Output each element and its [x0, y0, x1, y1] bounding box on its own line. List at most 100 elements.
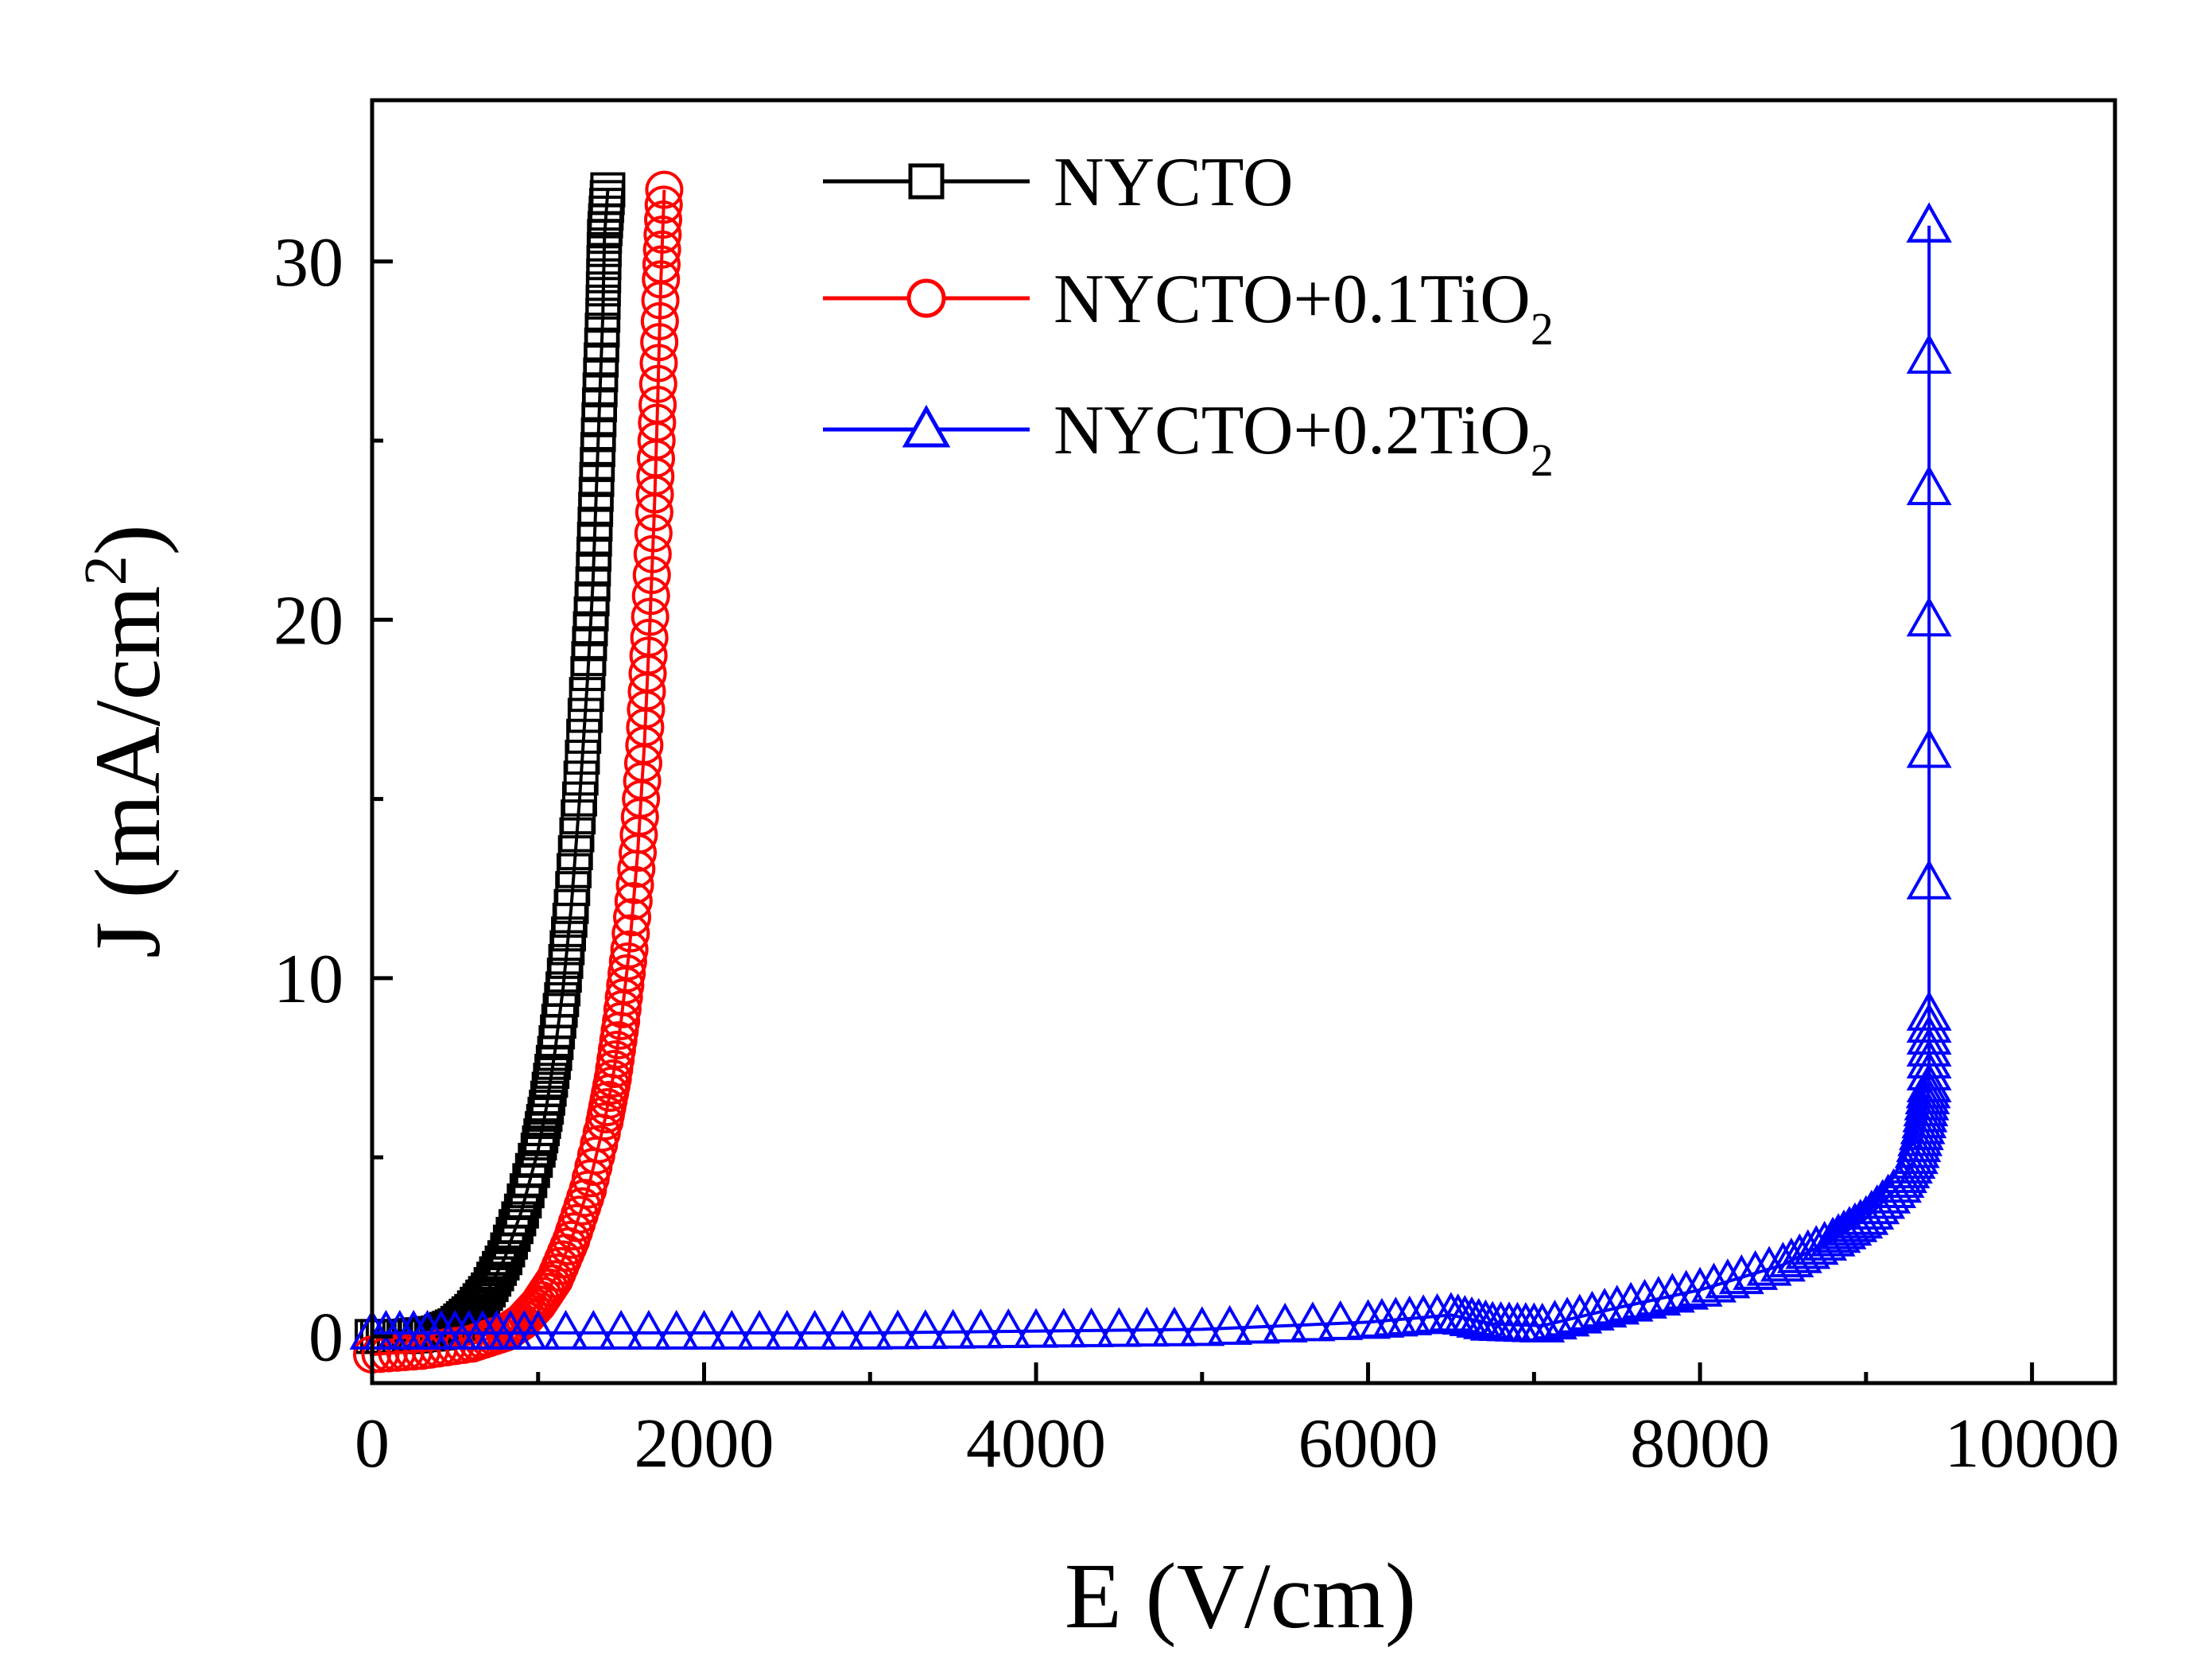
tick-layer: 0 2000 4000 6000 8000 10000 0 10 20 30 — [274, 224, 2120, 1483]
legend-circle-marker-icon — [906, 278, 946, 318]
data-point — [514, 1152, 550, 1188]
data-point — [1906, 1002, 1952, 1043]
data-point — [875, 1309, 921, 1350]
data-point — [640, 301, 679, 340]
data-point — [631, 597, 669, 636]
data-point — [631, 577, 670, 616]
y-tick-label: 10 — [274, 941, 343, 1018]
data-point — [553, 888, 589, 924]
x-tick-label: 4000 — [966, 1405, 1106, 1483]
data-point — [1207, 1304, 1253, 1345]
data-point — [1906, 597, 1952, 637]
x-axis-title: E (V/cm) — [1065, 1544, 1416, 1648]
data-point — [638, 403, 677, 442]
data-point — [1746, 1245, 1792, 1286]
data-point — [630, 618, 669, 657]
data-point — [633, 534, 672, 573]
data-point — [820, 1309, 865, 1350]
data-point — [1733, 1249, 1779, 1290]
data-point — [930, 1308, 976, 1349]
data-point — [626, 1309, 672, 1350]
data-point — [615, 865, 654, 904]
data-point — [607, 954, 646, 993]
y-axis-title: J (mA/cm2) — [72, 524, 180, 958]
data-point — [642, 245, 681, 284]
data-point — [638, 385, 677, 424]
data-point — [1906, 1026, 1952, 1067]
data-point — [555, 871, 591, 907]
data-point — [985, 1308, 1031, 1349]
data-point — [566, 718, 602, 754]
data-point — [610, 930, 649, 969]
data-point — [1096, 1307, 1142, 1347]
data-point — [902, 1309, 949, 1350]
data-point — [1865, 1173, 1911, 1214]
series-2 — [349, 202, 1952, 1350]
x-tick-label: 8000 — [1630, 1405, 1770, 1483]
data-point — [958, 1308, 1003, 1349]
data-point — [484, 1245, 520, 1281]
x-tick-label: 6000 — [1298, 1405, 1438, 1483]
data-point — [557, 835, 593, 871]
data-point — [1622, 1278, 1667, 1319]
data-point — [645, 170, 684, 209]
data-point — [1760, 1242, 1806, 1282]
data-point — [708, 1309, 755, 1350]
y-tick-label: 30 — [274, 224, 343, 301]
data-point — [1906, 202, 1952, 243]
data-point — [1906, 990, 1952, 1031]
data-point — [736, 1309, 782, 1350]
data-point — [1838, 1199, 1884, 1239]
data-point — [561, 799, 596, 835]
data-point — [1906, 1062, 1952, 1103]
data-point — [1663, 1269, 1709, 1310]
data-point — [629, 636, 668, 675]
data-point — [1151, 1306, 1197, 1347]
data-point — [1691, 1262, 1737, 1303]
data-point — [1123, 1307, 1170, 1347]
data-point — [501, 1201, 537, 1237]
data-point — [569, 677, 604, 713]
y-tick-label: 20 — [274, 582, 343, 659]
data-point — [570, 1309, 616, 1350]
data-point — [1904, 1074, 1950, 1115]
data-point — [1906, 465, 1952, 506]
data-point — [1906, 728, 1952, 768]
legend-triangle-marker-icon — [902, 404, 951, 448]
data-point — [1906, 333, 1952, 374]
x-tick-label: 2000 — [634, 1405, 774, 1483]
data-point — [654, 1309, 700, 1350]
data-point — [559, 817, 595, 853]
data-point — [1871, 1168, 1917, 1208]
data-point — [847, 1309, 893, 1350]
data-point — [1069, 1307, 1115, 1347]
legend-label-nycto-01tio2: NYCTO+0.1TiO2 — [1054, 261, 1554, 355]
data-point — [1821, 1209, 1867, 1249]
data-point — [642, 260, 681, 299]
data-point — [567, 698, 603, 733]
data-point — [563, 760, 599, 796]
series-layer — [349, 170, 1952, 1374]
legend-label-nycto-02tio2: NYCTO+0.2TiO2 — [1054, 392, 1554, 486]
data-point — [1581, 1288, 1628, 1328]
data-point — [640, 323, 679, 362]
data-point — [638, 364, 677, 403]
data-point — [1290, 1301, 1336, 1342]
x-tick-label: 10000 — [1945, 1405, 2120, 1483]
data-point — [613, 898, 652, 937]
data-point — [590, 172, 626, 208]
data-point — [1906, 1038, 1952, 1078]
data-point — [1705, 1258, 1751, 1299]
data-point — [681, 1309, 727, 1350]
data-point — [1906, 859, 1952, 900]
data-point — [1594, 1284, 1640, 1325]
data-point — [482, 1250, 518, 1286]
data-point — [598, 1309, 644, 1350]
data-point — [644, 200, 683, 239]
data-point — [1677, 1266, 1723, 1307]
data-point — [632, 555, 671, 594]
data-point — [608, 942, 647, 981]
data-point — [1906, 1014, 1952, 1055]
y-tick-label: 0 — [309, 1299, 343, 1376]
legend-entry-nycto: NYCTO — [823, 144, 1294, 221]
